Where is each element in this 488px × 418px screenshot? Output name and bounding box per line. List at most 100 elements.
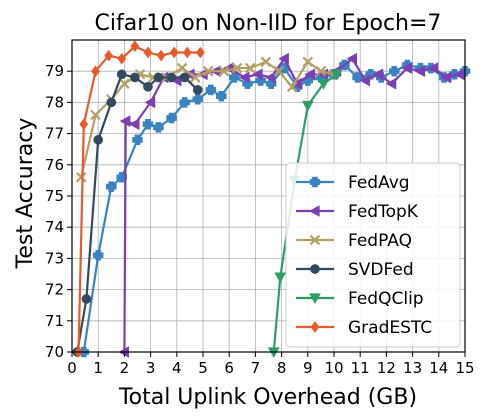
data-point-fedpaq [90,109,101,121]
y-tick-label: 71 [45,312,64,330]
data-point-svdfed [192,85,203,95]
x-tick-label: 4 [172,359,182,377]
data-point-fedavg [92,250,104,261]
x-tick-label: 11 [351,359,370,377]
data-point-fedtopk [359,74,371,87]
data-point-gradestc [169,46,179,59]
data-point-fedavg [242,78,253,89]
data-point-svdfed [130,72,140,83]
data-point-fedavg [216,90,227,102]
data-point-fedtopk [385,77,397,90]
data-point-fedpaq [202,65,214,77]
data-point-fedtopk [414,65,426,78]
x-tick-label: 9 [303,359,313,377]
data-point-fedavg [255,75,266,86]
y-axis-label: Test Accuracy [13,118,38,270]
data-point-fedavg [205,84,217,96]
data-point-gradestc [104,49,114,62]
data-point-gradestc [143,46,153,59]
y-tick-label: 72 [45,281,64,299]
data-point-fedavg [229,72,240,83]
data-point-fedtopk [144,96,156,109]
data-point-fedavg [166,112,177,124]
data-point-fedpaq [75,172,87,183]
data-point-fedavg [132,134,143,146]
data-point-fedpaq [302,56,314,68]
data-point-fedqclip [317,79,330,90]
legend-label-svdfed: SVDFed [348,260,414,280]
data-point-fedpaq [260,56,272,68]
x-tick-label: 1 [93,359,103,377]
data-point-fedqclip [330,69,343,81]
y-tick-label: 79 [45,62,64,80]
data-point-svdfed [106,97,117,108]
y-tick-label: 76 [45,156,64,174]
data-point-svdfed [81,294,92,304]
axis-ticks: 0 1 2 3 4 5 6 7 8 9 10 11 12 13 14 15707172737475767778… [45,62,475,377]
data-point-fedqclip [274,272,287,284]
y-tick-label: 73 [45,249,64,267]
series-svdfed [72,69,203,357]
data-point-fedpaq [315,65,327,77]
series-line-gradestc [77,45,201,353]
data-point-fedtopk [128,118,140,131]
data-point-fedtopk [304,68,316,81]
data-point-fedpaq [244,62,256,74]
data-point-fedtopk [238,71,250,84]
y-tick-label: 70 [45,343,64,361]
data-point-gradestc [130,40,140,53]
legend-marker-svdfed [310,264,320,274]
data-point-svdfed [153,72,164,83]
data-point-svdfed [179,72,190,83]
data-point-fedtopk [427,62,439,75]
chart-title: Cifar10 on Non-IID for Epoch=7 [95,11,442,36]
legend-label-fedpaq: FedPAQ [348,231,412,251]
y-tick-label: 74 [45,218,64,236]
x-tick-label: 5 [198,359,208,377]
x-tick-label: 14 [429,359,448,377]
x-axis-label: Total Uplink Overhead (GB) [118,385,417,410]
data-point-fedpaq [218,65,230,77]
data-point-fedtopk [346,52,357,65]
data-point-fedtopk [278,52,289,65]
x-tick-label: 13 [403,359,422,377]
data-point-fedtopk [401,62,413,75]
legend-marker-fedqclip [309,293,321,305]
data-point-fedavg [106,181,117,192]
data-point-gradestc [91,65,101,78]
data-point-fedavg [142,118,154,130]
data-point-fedtopk [453,68,465,81]
data-point-gradestc [117,52,127,65]
data-point-gradestc [195,46,205,59]
data-point-fedtopk [265,71,276,84]
x-tick-label: 7 [251,359,261,377]
legend-label-fedtopk: FedTopK [348,202,419,222]
legend-label-gradestc: GradESTC [348,318,432,338]
data-point-svdfed [143,81,153,92]
legend-box [285,162,461,348]
data-point-fedqclip [301,100,314,112]
data-point-fedtopk [440,71,452,84]
x-tick-label: 6 [224,359,234,377]
y-tick-label: 75 [45,187,64,205]
legend-marker-gradestc [310,321,320,333]
data-point-fedavg [192,94,204,105]
data-point-fedtopk [372,68,384,81]
data-point-fedavg [389,65,400,77]
data-point-fedpaq [286,81,298,93]
data-point-gradestc [156,49,166,62]
legend-label-fedavg: FedAvg [348,173,410,193]
data-point-gradestc [182,46,192,59]
data-point-svdfed [166,72,177,83]
series-gradestc [74,40,205,358]
x-tick-label: 3 [146,359,156,377]
data-point-fedpaq [189,72,201,83]
legend-marker-fedtopk [308,205,320,217]
x-tick-label: 8 [277,359,287,377]
data-point-fedtopk [252,68,263,81]
legend: FedAvg FedTopK FedPAQ SVDFed FedQClip GradEST… [285,162,461,348]
data-point-fedpaq [176,62,188,74]
x-tick-label: 12 [377,359,396,377]
y-tick-label: 77 [45,125,64,143]
data-point-fedavg [179,97,190,108]
